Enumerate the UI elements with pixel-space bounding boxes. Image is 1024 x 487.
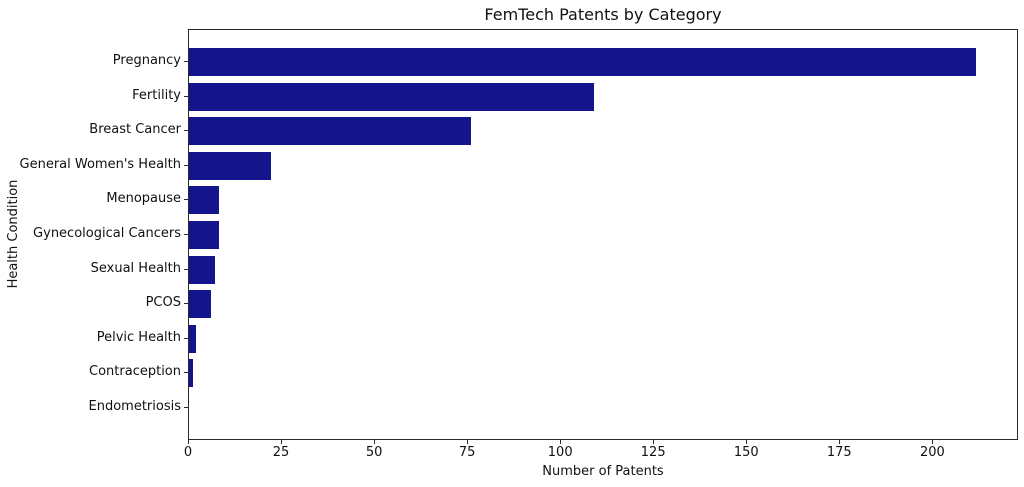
y-tick-label: Endometriosis bbox=[88, 399, 182, 414]
y-tick bbox=[184, 164, 188, 166]
y-tick-label: General Women's Health bbox=[19, 156, 181, 172]
bar bbox=[189, 186, 219, 215]
x-tick bbox=[560, 440, 562, 444]
bar bbox=[189, 324, 197, 353]
bar bbox=[189, 82, 594, 111]
bar bbox=[189, 255, 215, 284]
y-tick bbox=[184, 337, 188, 339]
y-tick bbox=[184, 61, 188, 62]
y-tick bbox=[184, 199, 188, 201]
y-tick-label: Fertility bbox=[132, 87, 181, 103]
y-tick bbox=[184, 130, 188, 132]
y-tick bbox=[184, 407, 188, 408]
chart-title: FemTech Patents by Category bbox=[484, 5, 722, 24]
x-axis-label: Number of Patents bbox=[542, 464, 664, 479]
bar bbox=[189, 290, 212, 319]
y-tick-label: Sexual Health bbox=[90, 260, 181, 276]
y-tick bbox=[184, 234, 188, 235]
x-tick-label: 50 bbox=[365, 445, 383, 460]
x-tick-label: 0 bbox=[183, 445, 193, 460]
y-tick bbox=[184, 268, 188, 270]
x-tick-label: 150 bbox=[733, 445, 759, 460]
x-tick bbox=[467, 440, 469, 444]
bar bbox=[189, 117, 472, 146]
x-tick-label: 100 bbox=[547, 445, 573, 460]
y-axis-label: Health Condition bbox=[6, 179, 21, 289]
y-tick-label: Gynecological Cancers bbox=[33, 226, 181, 241]
x-tick-label: 175 bbox=[826, 445, 852, 460]
x-tick bbox=[653, 440, 655, 444]
x-tick-label: 75 bbox=[458, 445, 476, 460]
y-tick bbox=[184, 95, 188, 97]
x-tick bbox=[839, 440, 841, 444]
bar bbox=[189, 221, 219, 249]
y-tick-label: Pelvic Health bbox=[96, 329, 181, 345]
y-tick-label: PCOS bbox=[145, 295, 181, 311]
x-tick-label: 25 bbox=[272, 445, 290, 460]
y-tick-label: Contraception bbox=[89, 364, 181, 380]
y-tick bbox=[184, 303, 188, 305]
x-tick bbox=[746, 440, 748, 444]
y-tick bbox=[184, 372, 188, 374]
x-tick-label: 200 bbox=[919, 445, 945, 460]
x-tick-label: 125 bbox=[640, 445, 666, 460]
x-tick bbox=[188, 440, 189, 444]
plot-area bbox=[188, 29, 1018, 440]
x-tick bbox=[281, 440, 282, 444]
y-tick-label: Pregnancy bbox=[112, 53, 181, 68]
bar bbox=[189, 151, 271, 180]
bar bbox=[189, 48, 977, 76]
bar bbox=[189, 359, 193, 388]
x-tick bbox=[374, 440, 376, 444]
y-tick-label: Menopause bbox=[106, 191, 181, 207]
x-tick bbox=[932, 440, 934, 444]
y-tick-label: Breast Cancer bbox=[89, 122, 181, 138]
